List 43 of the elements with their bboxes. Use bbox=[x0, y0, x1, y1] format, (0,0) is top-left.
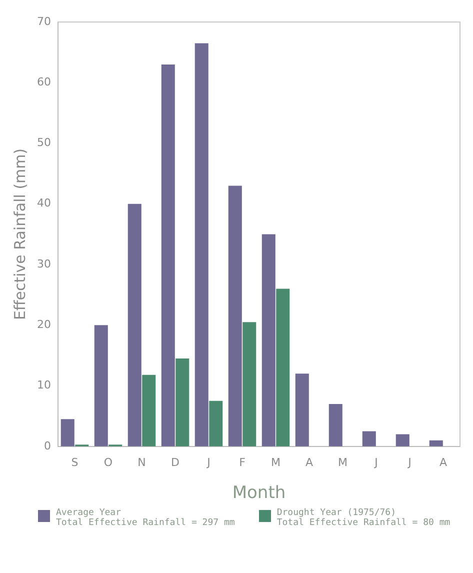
x-tick-label: A bbox=[305, 456, 314, 469]
x-tick-label: J bbox=[407, 456, 412, 469]
bar bbox=[396, 434, 410, 446]
y-tick-label: 10 bbox=[36, 378, 51, 392]
bar bbox=[128, 204, 142, 446]
bar bbox=[60, 419, 74, 446]
bar bbox=[142, 374, 156, 446]
x-tick-label: D bbox=[171, 456, 180, 469]
y-tick-label: 0 bbox=[44, 439, 51, 452]
y-tick-label: 50 bbox=[36, 136, 51, 150]
y-tick-label: 40 bbox=[36, 196, 51, 210]
x-tick-label: A bbox=[439, 456, 448, 469]
bar bbox=[94, 325, 108, 446]
x-tick-label: F bbox=[239, 456, 246, 469]
legend-label: Drought Year (1975/76) bbox=[276, 508, 398, 518]
x-tick-label: S bbox=[71, 456, 78, 469]
bar bbox=[328, 404, 342, 446]
y-tick-label: 20 bbox=[36, 318, 51, 331]
x-tick-label: M bbox=[338, 456, 348, 469]
bar bbox=[362, 431, 376, 446]
bar bbox=[228, 186, 242, 446]
bar bbox=[295, 374, 309, 446]
bar bbox=[242, 322, 256, 446]
bar bbox=[209, 400, 223, 446]
x-tick-label: M bbox=[271, 456, 280, 469]
x-tick-label: O bbox=[104, 456, 113, 469]
text: Total Effective Rainfall = 297 mm bbox=[56, 518, 235, 528]
bar bbox=[176, 358, 190, 446]
y-tick-label: 60 bbox=[36, 75, 51, 88]
x-tick-label: N bbox=[138, 456, 146, 469]
x-tick-label: J bbox=[374, 456, 378, 469]
bar bbox=[194, 43, 208, 446]
bar bbox=[276, 288, 290, 446]
bar bbox=[161, 64, 175, 446]
x-tick-label: J bbox=[206, 456, 210, 469]
y-tick-label: 30 bbox=[36, 257, 51, 270]
y-tick-label: 70 bbox=[36, 14, 51, 28]
text: Total Effective Rainfall = 80 mm bbox=[276, 518, 450, 528]
x-axis-title: Month bbox=[232, 483, 286, 504]
legend-label: Average Year bbox=[56, 508, 122, 518]
bar bbox=[429, 440, 443, 446]
bar bbox=[262, 234, 276, 446]
y-axis-title: Effective Rainfall (mm) bbox=[10, 148, 29, 320]
